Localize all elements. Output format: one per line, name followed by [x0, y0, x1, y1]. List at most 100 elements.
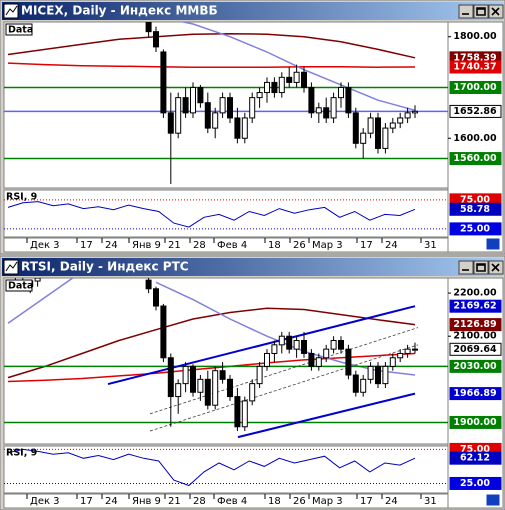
candle-body [264, 81, 270, 94]
minimize-button[interactable] [458, 4, 474, 19]
candle-body [338, 86, 344, 99]
value-box-label: 2169.62 [453, 301, 496, 312]
value-box [449, 152, 502, 166]
value-box-label: 1900.00 [453, 417, 497, 428]
maximize-button[interactable] [473, 4, 489, 19]
date-label: 26 [293, 496, 306, 507]
maximize-glyph [476, 263, 486, 272]
trendline [237, 392, 416, 439]
candle-body [330, 340, 337, 350]
value-box [449, 318, 502, 332]
candle-body [293, 340, 300, 350]
candle-body [330, 97, 337, 119]
candle-body [382, 127, 389, 149]
value-box-label: 75.00 [460, 444, 490, 455]
candle-body [301, 340, 307, 354]
date-label: Мар 3 [312, 496, 343, 507]
candle-body [175, 97, 182, 134]
value-box [449, 342, 502, 356]
data-label: Data [8, 25, 33, 36]
main-pane [3, 21, 449, 189]
candle-body [389, 357, 396, 367]
date-label: Фев 4 [217, 496, 247, 507]
date-label: 31 [424, 240, 437, 251]
value-box-label: 1740.37 [453, 61, 496, 72]
main-plot [4, 278, 448, 439]
value-box [449, 60, 502, 74]
candle-body [389, 122, 396, 129]
candle-body [153, 288, 159, 307]
date-label: Мар 3 [312, 240, 343, 251]
candle-body [404, 348, 411, 354]
trendline [149, 344, 419, 432]
scroll-button[interactable] [485, 237, 501, 251]
moving-average [7, 32, 416, 59]
value-box-label: 2126.89 [453, 319, 496, 330]
candle-body [323, 348, 330, 359]
candle-body [153, 31, 159, 48]
candle-body [219, 370, 226, 380]
value-box [449, 202, 502, 216]
candle-body [308, 352, 315, 367]
candle-body [345, 86, 352, 114]
date-label: 18 [268, 496, 281, 507]
value-box [449, 222, 502, 236]
candle-body [264, 352, 270, 367]
value-box-label: 62.12 [460, 453, 490, 464]
value-box [449, 415, 502, 429]
candle-body [412, 348, 418, 351]
candle-body [227, 378, 233, 398]
candle-body [249, 97, 256, 119]
candle-body [278, 76, 285, 94]
minimize-button[interactable] [458, 260, 474, 275]
candle-body [256, 92, 263, 99]
value-box-label: 2069.64 [453, 344, 497, 355]
candle-body [182, 365, 189, 385]
data-label-box [5, 279, 33, 292]
candle-body [404, 112, 411, 119]
date-label: 18 [268, 240, 281, 251]
candle-body [256, 365, 263, 385]
date-axis [3, 237, 449, 253]
rsi-pane [3, 445, 449, 494]
scroll-button[interactable] [485, 493, 501, 507]
data-label: Data [8, 281, 33, 292]
candle-body [338, 340, 344, 350]
candle-body [212, 112, 219, 129]
y-tick-label: 1600.00 [453, 133, 497, 144]
value-box [449, 359, 502, 373]
value-box-label: 1758.39 [453, 52, 496, 63]
window-icon [3, 3, 19, 19]
candle-body [278, 335, 285, 346]
moving-average [7, 62, 416, 68]
candle-body [190, 86, 196, 114]
candle-body [293, 71, 300, 83]
value-box-label: 1652.86 [453, 106, 497, 117]
maximize-button[interactable] [473, 260, 489, 275]
candle-body [167, 112, 174, 134]
date-label: Дек 3 [30, 496, 60, 507]
close-glyph [491, 263, 500, 272]
moving-average [7, 307, 416, 379]
candle-body [308, 86, 315, 114]
title-bar [2, 258, 503, 276]
window-icon [3, 259, 19, 275]
window-icon-glyph [5, 5, 18, 16]
date-label: 24 [105, 240, 118, 251]
candle-body [352, 374, 359, 393]
date-label: 26 [293, 240, 306, 251]
candle-body [323, 107, 330, 119]
value-box-label: 1700.00 [453, 82, 497, 93]
candle-body [412, 110, 418, 114]
main-plot [4, 22, 448, 184]
date-label: 31 [424, 496, 437, 507]
candle-body [145, 279, 152, 290]
moving-average [179, 22, 416, 112]
date-label: Янв 9 [132, 240, 161, 251]
date-label: Янв 9 [132, 496, 161, 507]
value-box-label: 2030.00 [453, 361, 497, 372]
date-label: 17 [360, 240, 373, 251]
candle-body [160, 305, 167, 359]
value-box [449, 451, 502, 465]
candle-body [315, 107, 322, 114]
